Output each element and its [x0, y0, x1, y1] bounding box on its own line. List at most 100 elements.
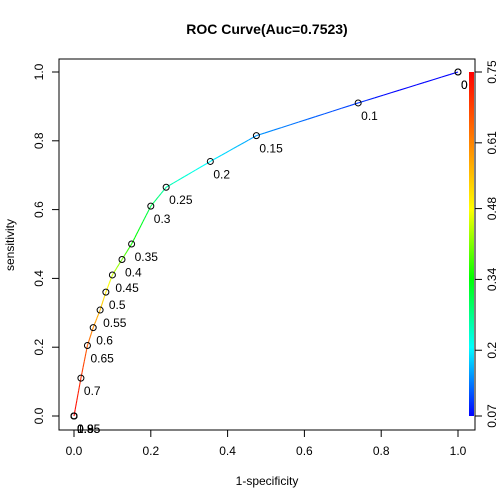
roc-curve-segment: [225, 150, 230, 154]
roc-curve-segment: [173, 180, 178, 184]
roc-curve-segment: [79, 381, 81, 385]
roc-point: [108, 271, 116, 279]
roc-curve-segment: [116, 265, 119, 268]
roc-curve-segment: [111, 274, 113, 277]
threshold-label: 0.8: [77, 422, 94, 436]
roc-curve-segment: [195, 167, 200, 171]
threshold-label: 0.85: [77, 422, 101, 436]
roc-curve-segment: [199, 165, 204, 169]
roc-point: [83, 341, 91, 349]
x-axis-label: 1-specificity: [236, 474, 299, 488]
roc-curve-segment: [107, 284, 110, 287]
roc-point: [252, 132, 260, 140]
threshold-label: 0.95: [77, 422, 101, 436]
roc-curve-segment: [118, 263, 121, 265]
roc-curve-segment: [121, 257, 124, 260]
colorbar-tick-label: 0.75: [485, 60, 499, 84]
y-tick-label: 0.8: [32, 132, 46, 149]
roc-curve-segment: [78, 384, 81, 388]
colorbar-tick-label: 0.34: [485, 267, 499, 291]
y-tick-label: 0.0: [32, 407, 46, 424]
roc-curve-segment: [135, 231, 139, 235]
roc-curve-segment: [134, 234, 137, 238]
roc-curve-segment: [176, 178, 182, 182]
threshold-label: 1: [77, 422, 84, 436]
roc-curve-segment: [187, 171, 193, 175]
y-tick-label: 0.4: [32, 270, 46, 287]
roc-curve-segment: [139, 224, 142, 229]
roc-curve-segment: [252, 135, 257, 139]
roc-curve-segment: [99, 309, 101, 312]
x-tick-label: 0.6: [296, 444, 313, 458]
roc-curve-segment: [210, 158, 215, 162]
roc-curve-segment: [164, 186, 167, 190]
roc-curve-segment: [159, 193, 162, 196]
threshold-label: 0.15: [259, 142, 283, 156]
roc-point: [354, 99, 362, 107]
roc-curve-segment: [109, 279, 112, 281]
roc-curve-segment: [191, 169, 196, 173]
roc-curve-segment: [213, 156, 219, 160]
roc-curve-segment: [229, 148, 234, 152]
roc-curve-segment: [96, 317, 98, 320]
roc-curve-segment: [298, 118, 308, 123]
roc-curve-segment: [315, 113, 325, 118]
roc-curve-segment: [77, 390, 80, 395]
roc-curve-segment: [155, 197, 158, 201]
threshold-label: 0.5: [109, 298, 126, 312]
roc-curve-segment: [94, 320, 97, 322]
x-tick-label: 1.0: [450, 444, 467, 458]
x-tick-label: 0.8: [373, 444, 390, 458]
roc-curve-segment: [97, 314, 99, 317]
roc-curve-segment: [424, 79, 434, 83]
threshold-label: 0: [461, 78, 468, 92]
threshold-label: 0.7: [84, 384, 101, 398]
roc-curve-segment: [233, 145, 238, 150]
roc-curve-segment: [240, 141, 246, 145]
roc-curve-segment: [145, 212, 149, 216]
roc-point: [70, 412, 78, 420]
roc-curve-segment: [264, 129, 274, 134]
x-tick-label: 0.2: [142, 444, 159, 458]
roc-curve-segment: [83, 361, 85, 365]
y-axis: 0.0 0.2 0.4 0.6 0.8 1.0: [32, 63, 60, 424]
y-tick-label: 1.0: [32, 63, 46, 80]
roc-point: [77, 374, 85, 382]
roc-curve-segment: [150, 204, 153, 207]
threshold-colorbar: 0.07 0.2 0.34 0.48 0.61 0.75: [469, 60, 499, 428]
roc-curve-segment: [374, 94, 384, 99]
roc-curve-segment: [140, 221, 144, 226]
roc-curve-segment: [84, 353, 87, 357]
roc-curve-segment: [80, 375, 82, 379]
roc-curve-segment: [96, 315, 99, 318]
roc-curve-segment: [366, 97, 375, 101]
roc-curve-segment: [332, 107, 342, 112]
roc-curve-segment: [123, 254, 126, 256]
roc-curve-segment: [117, 264, 120, 267]
threshold-label: 0.45: [115, 281, 139, 295]
roc-curve-segment: [120, 259, 123, 262]
roc-curve-segment: [78, 387, 80, 391]
roc-curve-segment: [86, 345, 88, 349]
roc-curve-segment: [399, 86, 409, 91]
roc-curve-segment: [75, 403, 77, 407]
colorbar-tick-label: 0.48: [485, 197, 499, 221]
roc-point: [454, 68, 462, 76]
roc-curve-segment: [132, 237, 136, 242]
roc-curve-segment: [248, 137, 253, 141]
x-tick-label: 0.4: [219, 444, 236, 458]
roc-curve-segment: [156, 196, 159, 199]
threshold-label: 0.9: [77, 422, 94, 436]
roc-curve-segment: [108, 283, 110, 286]
threshold-label: 0.65: [90, 351, 114, 365]
threshold-label: 0.25: [169, 193, 193, 207]
roc-curve-segment: [165, 184, 171, 188]
roc-curve-segment: [114, 269, 117, 272]
roc-curve-segment: [109, 280, 111, 283]
roc-curve-segment: [83, 358, 86, 362]
roc-curve-segment: [236, 143, 242, 147]
roc-curve-segment: [130, 243, 133, 246]
roc-curve-segment: [152, 201, 156, 204]
roc-curve-segment: [160, 191, 163, 194]
roc-curve-segment: [341, 105, 350, 109]
